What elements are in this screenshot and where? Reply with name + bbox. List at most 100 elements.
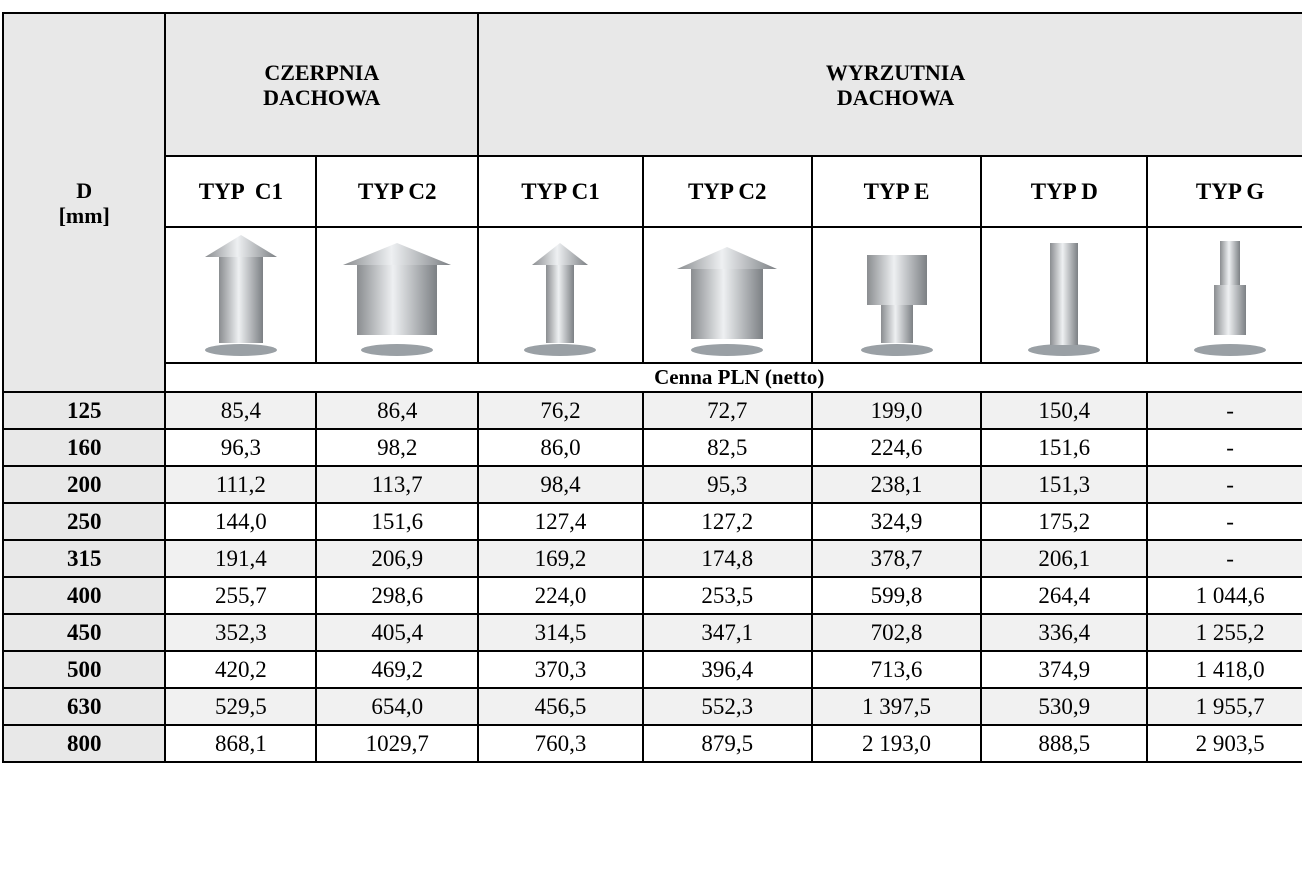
price-label-row: Cenna PLN (netto) — [3, 363, 1302, 392]
cap — [343, 243, 451, 265]
diameter-cell: 160 — [3, 429, 165, 466]
product-photo-cell — [165, 227, 316, 363]
price-cell: 127,2 — [643, 503, 812, 540]
price-cell: 191,4 — [165, 540, 316, 577]
price-cell: 206,1 — [981, 540, 1147, 577]
type-header: TYP C2 — [643, 156, 812, 227]
body — [357, 265, 437, 335]
type-header: TYP G — [1147, 156, 1302, 227]
base-flange — [1194, 344, 1266, 356]
price-cell: 150,4 — [981, 392, 1147, 429]
body — [219, 257, 263, 343]
body — [1214, 285, 1246, 335]
cap — [532, 243, 588, 265]
d-header: D[mm] — [3, 13, 165, 392]
image-row — [3, 227, 1302, 363]
price-cell: 127,4 — [478, 503, 643, 540]
price-cell: 151,6 — [981, 429, 1147, 466]
type-header: TYP C1 — [165, 156, 316, 227]
product-photo — [667, 230, 787, 360]
product-photo — [1170, 230, 1290, 360]
price-cell: 347,1 — [643, 614, 812, 651]
product-photo — [837, 230, 957, 360]
base-flange — [861, 344, 933, 356]
base-flange — [691, 344, 763, 356]
type-header: TYP C1 — [478, 156, 643, 227]
price-cell: 151,3 — [981, 466, 1147, 503]
price-cell: 352,3 — [165, 614, 316, 651]
price-label: Cenna PLN (netto) — [165, 363, 1302, 392]
price-cell: 224,6 — [812, 429, 982, 466]
group-line: CZERPNIA — [166, 60, 477, 85]
price-cell: - — [1147, 466, 1302, 503]
price-cell: 599,8 — [812, 577, 982, 614]
price-cell: 888,5 — [981, 725, 1147, 762]
price-cell: 713,6 — [812, 651, 982, 688]
price-cell: 456,5 — [478, 688, 643, 725]
product-photo-cell — [981, 227, 1147, 363]
price-cell: 654,0 — [316, 688, 478, 725]
body — [691, 269, 763, 339]
price-cell: 82,5 — [643, 429, 812, 466]
product-photo — [1004, 230, 1124, 360]
price-cell: 2 903,5 — [1147, 725, 1302, 762]
body — [546, 265, 574, 343]
price-cell: 264,4 — [981, 577, 1147, 614]
product-photo-cell — [316, 227, 478, 363]
price-cell: 378,7 — [812, 540, 982, 577]
price-cell: 529,5 — [165, 688, 316, 725]
group-line: DACHOWA — [479, 85, 1302, 110]
price-cell: 95,3 — [643, 466, 812, 503]
price-cell: 86,0 — [478, 429, 643, 466]
price-cell: 76,2 — [478, 392, 643, 429]
body — [1220, 241, 1240, 285]
price-cell: 174,8 — [643, 540, 812, 577]
price-cell: 111,2 — [165, 466, 316, 503]
type-header: TYP E — [812, 156, 982, 227]
price-cell: 324,9 — [812, 503, 982, 540]
diameter-cell: 450 — [3, 614, 165, 651]
diameter-cell: 315 — [3, 540, 165, 577]
base-flange — [1028, 344, 1100, 356]
cap — [677, 247, 777, 269]
product-photo-cell — [812, 227, 982, 363]
price-cell: 1029,7 — [316, 725, 478, 762]
price-cell: 144,0 — [165, 503, 316, 540]
group-line: WYRZUTNIA — [479, 60, 1302, 85]
price-cell: 1 397,5 — [812, 688, 982, 725]
price-cell: 255,7 — [165, 577, 316, 614]
price-cell: 238,1 — [812, 466, 982, 503]
diameter-cell: 250 — [3, 503, 165, 540]
price-cell: 396,4 — [643, 651, 812, 688]
price-cell: 199,0 — [812, 392, 982, 429]
price-cell: 374,9 — [981, 651, 1147, 688]
diameter-cell: 800 — [3, 725, 165, 762]
price-cell: 253,5 — [643, 577, 812, 614]
base-flange — [361, 344, 433, 356]
price-cell: 314,5 — [478, 614, 643, 651]
diameter-cell: 200 — [3, 466, 165, 503]
price-cell: 530,9 — [981, 688, 1147, 725]
price-cell: 2 193,0 — [812, 725, 982, 762]
price-cell: 175,2 — [981, 503, 1147, 540]
group-line: DACHOWA — [166, 85, 477, 110]
price-cell: 405,4 — [316, 614, 478, 651]
price-cell: 370,3 — [478, 651, 643, 688]
price-cell: 151,6 — [316, 503, 478, 540]
price-cell: 98,2 — [316, 429, 478, 466]
price-cell: 1 044,6 — [1147, 577, 1302, 614]
